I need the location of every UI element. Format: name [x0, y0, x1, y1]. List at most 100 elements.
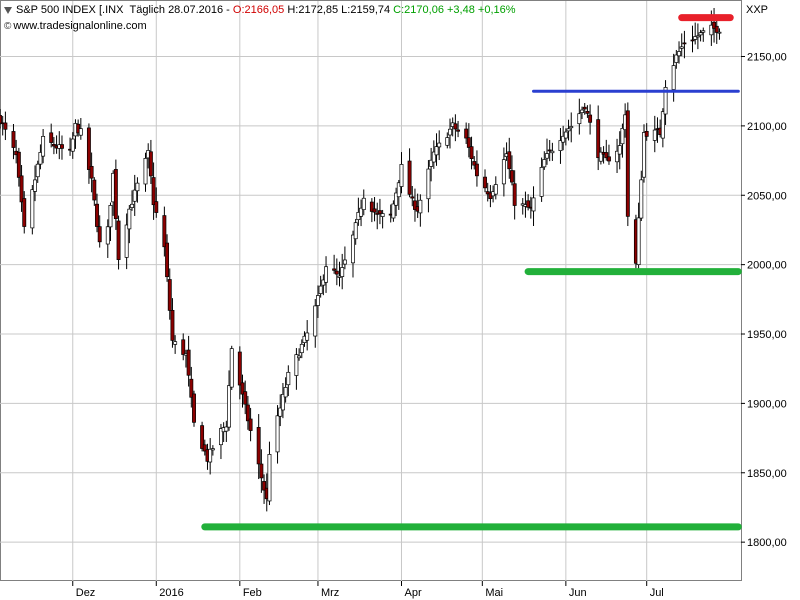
candle-body [97, 226, 102, 243]
candle-body [507, 151, 512, 170]
candle-body [154, 201, 159, 213]
candle-body [262, 481, 267, 491]
candle-body [224, 426, 229, 432]
candle-body [116, 220, 121, 260]
candle-body [162, 215, 167, 248]
candle-body [615, 150, 620, 163]
candle-body [690, 39, 695, 42]
candle-body [11, 131, 16, 148]
candle-body [563, 131, 568, 139]
candle-body [539, 167, 544, 197]
candle-body [353, 222, 358, 240]
candle-body [275, 415, 280, 453]
candle-body [566, 128, 571, 132]
candle-body [256, 427, 261, 465]
y-tick-label: 2000,00 [747, 260, 787, 272]
copyright-text: www.tradesignalonline.com [13, 20, 147, 32]
candle-body [434, 146, 439, 156]
candle-body [361, 197, 366, 210]
candle-body [604, 152, 609, 159]
candle-body [531, 197, 536, 212]
candle-body [202, 444, 207, 452]
candle-body [283, 387, 288, 398]
candle-body [165, 242, 170, 278]
candle-body [466, 137, 471, 148]
candle-body [394, 192, 399, 206]
candle-body [148, 151, 153, 177]
candle-body [267, 454, 272, 502]
candle-body [86, 127, 91, 170]
change-value: +3,48 [447, 4, 475, 16]
period-label: Täglich [129, 4, 165, 16]
candle-body [712, 21, 717, 29]
candle-body [380, 213, 385, 217]
x-tick-label: 2016 [159, 587, 183, 599]
candle-body [493, 184, 498, 195]
candle-body [135, 182, 140, 192]
candle-body [636, 217, 641, 266]
y-axis: 1800,00 1850,00 1900,00 1950,00 2000,00 2050,… [741, 52, 787, 549]
candle-body [695, 35, 700, 38]
x-tick-label: Feb [243, 587, 262, 599]
candle-body [569, 126, 574, 129]
candle-body [89, 165, 94, 179]
close-value: C:2170,06 [393, 4, 444, 16]
candle-body [294, 354, 299, 376]
candle-body [210, 448, 215, 451]
candle-body [620, 128, 625, 145]
candle-body [399, 164, 404, 187]
candle-body [472, 161, 477, 166]
dropdown-triangle-icon[interactable] [4, 6, 12, 14]
x-tick-label: Apr [404, 587, 421, 599]
candle-body [714, 25, 719, 33]
candle-body [588, 114, 593, 123]
candle-body [693, 36, 698, 40]
candle-body [369, 201, 374, 212]
change-percent: +0,16% [477, 4, 516, 16]
symbol-label: XXP [746, 4, 769, 16]
plot-frame [0, 0, 742, 581]
candle-body [113, 169, 118, 220]
candle-body [108, 205, 113, 228]
candle-body [453, 123, 458, 130]
candle-body [652, 129, 657, 141]
candle-body [243, 391, 248, 405]
instrument-name: S&P 500 INDEX [.INX [16, 4, 124, 16]
y-tick-label: 1950,00 [747, 329, 787, 341]
x-tick-label: Mrz [321, 587, 339, 599]
level-lines [201, 14, 742, 531]
candle-body [340, 267, 345, 277]
candle-body [596, 119, 601, 159]
candle-body [698, 32, 703, 36]
candle-body [372, 208, 377, 213]
candle-body [229, 348, 234, 388]
candle-body [127, 208, 132, 230]
candle-body [501, 159, 506, 185]
candle-body [474, 163, 479, 177]
x-tick-label: Dez [76, 587, 96, 599]
candle-body [299, 343, 304, 354]
candle-body [542, 159, 547, 168]
x-tick-label: Jul [650, 587, 664, 599]
candle-body [132, 189, 137, 202]
candle-body [334, 270, 339, 275]
candle-body [332, 268, 337, 271]
copyright-icon: © [4, 21, 12, 32]
candle-body [92, 179, 97, 201]
x-tick-label: Jun [569, 587, 587, 599]
candle-body [143, 158, 148, 185]
candle-body [483, 176, 487, 189]
quote-date: 28.07.2016 [168, 4, 224, 16]
open-value: O:2166,05 [232, 4, 285, 16]
candle-body [410, 196, 415, 199]
grid [0, 1, 741, 581]
candle-body [240, 382, 245, 395]
candle-body [377, 210, 382, 215]
candle-body [547, 149, 552, 152]
candle-body [280, 393, 285, 411]
candle-body [582, 106, 587, 110]
candle-body [431, 151, 436, 163]
low-value: L:2159,74 [341, 4, 391, 16]
candle-body [642, 132, 646, 178]
